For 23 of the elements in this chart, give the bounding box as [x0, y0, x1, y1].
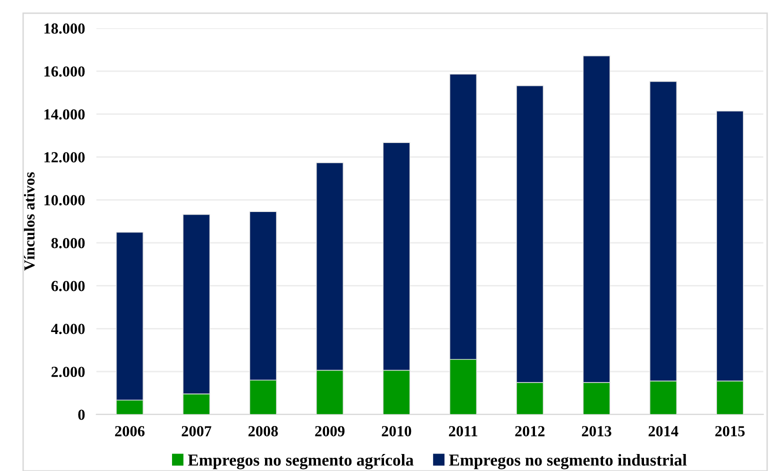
x-tick-label: 2014	[648, 426, 678, 436]
legend-label: Empregos no segmento industrial	[449, 454, 687, 470]
y-tick-label: 18.000	[44, 23, 85, 34]
y-tick-label: 6.000	[51, 280, 85, 292]
y-tick-label: 10.000	[44, 195, 85, 206]
y-tick-label: 4.000	[51, 324, 85, 334]
y-tick-label: 0	[78, 410, 85, 420]
x-tick-label: 2007	[182, 426, 212, 436]
x-tick-label: 2013	[582, 426, 612, 436]
x-tick-label: 2006	[115, 426, 145, 436]
legend-label: Empregos no segmento agrícola	[188, 454, 414, 470]
y-tick-label: 8.000	[51, 238, 85, 248]
y-tick-label: 2.000	[52, 366, 85, 378]
x-tick-label: 2015	[715, 426, 745, 436]
y-axis-title: Vínculos ativos	[24, 172, 35, 271]
x-tick-label: 2009	[315, 426, 345, 436]
x-tick-label: 2008	[248, 426, 278, 436]
x-tick-label: 2012	[515, 426, 544, 436]
y-tick-label: 16.000	[44, 66, 85, 77]
x-tick-label: 2011	[448, 426, 478, 436]
y-tick-label: 14.000	[44, 109, 85, 120]
y-tick-label: 12.000	[44, 152, 85, 163]
x-tick-label: 2010	[382, 426, 412, 436]
